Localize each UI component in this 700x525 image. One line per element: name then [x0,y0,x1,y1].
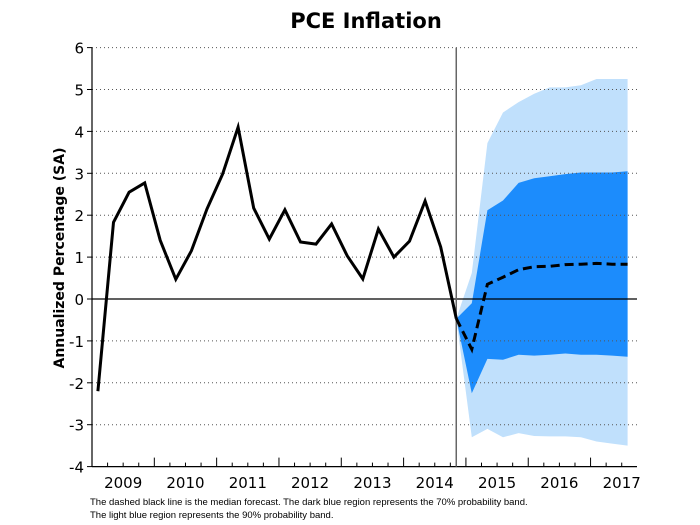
y-tick-label: 4 [74,123,84,141]
y-tick-label: -4 [69,459,84,477]
x-tick-label: 2010 [166,474,204,492]
y-tick-labels: 6 5 4 3 2 1 0 -1 -2 -3 -4 [69,40,84,477]
historical-line [96,121,458,392]
y-tick-label: -3 [69,417,84,435]
chart-title: PCE Inflation [290,9,442,33]
x-tick-label: 2015 [478,474,516,492]
x-tick-labels: 2009 2010 2011 2012 2013 2014 2015 2016 2017 [104,474,641,492]
axes [87,47,637,468]
x-tick-label: 2009 [104,474,142,492]
x-tick-label: 2012 [291,474,329,492]
gridlines [92,47,637,426]
series-lines [96,121,628,392]
x-tick-label: 2013 [353,474,391,492]
y-tick-label: 5 [74,82,84,100]
y-tick-label: 6 [74,40,84,58]
note-line-2: The light blue region represents the 90%… [90,510,334,521]
probability-bands [456,79,628,446]
y-tick-label: 2 [74,207,84,225]
y-tick-label: -1 [69,333,84,351]
x-tick-label: 2011 [229,474,267,492]
x-tick-label: 2014 [416,474,454,492]
band-70-percent [456,171,628,394]
median-forecast-line [454,261,628,354]
y-tick-label: 1 [74,249,84,267]
note-line-1: The dashed black line is the median fore… [90,497,528,508]
x-tick-label: 2016 [540,474,578,492]
y-axis-label: Annualized Percentage (SA) [52,148,68,369]
y-tick-label: 3 [74,165,84,183]
x-tick-label: 2017 [603,474,641,492]
y-tick-label: -2 [69,375,84,393]
y-tick-label: 0 [74,291,84,309]
